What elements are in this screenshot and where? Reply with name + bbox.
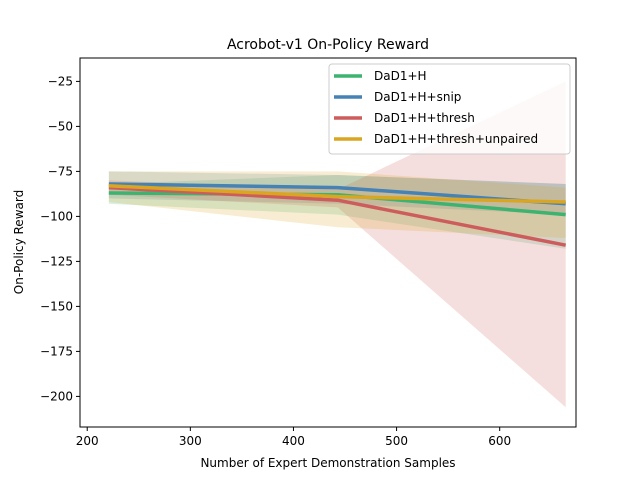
y-tick-label: −75 (48, 164, 73, 178)
legend-label-dad1-h-thresh-unpaired: DaD1+H+thresh+unpaired (374, 132, 538, 146)
y-axis-label: On-Policy Reward (12, 190, 26, 294)
legend: DaD1+H DaD1+H+snip DaD1+H+thresh DaD1+H+thr… (328, 63, 571, 155)
y-tick-label: −100 (40, 209, 73, 223)
y-axis-ticks: −25 −50 −75 −100 −125 −150 −175 −200 (40, 74, 80, 403)
y-tick-label: −125 (40, 254, 73, 268)
x-axis-ticks: 200 300 400 500 600 (76, 427, 511, 448)
y-tick-label: −200 (40, 389, 73, 403)
x-tick-label: 500 (385, 434, 408, 448)
y-tick-label: −175 (40, 344, 73, 358)
y-tick-label: −150 (40, 299, 73, 313)
x-tick-label: 600 (488, 434, 511, 448)
legend-label-dad1-h-snip: DaD1+H+snip (374, 90, 461, 104)
x-tick-label: 400 (282, 434, 305, 448)
plot-area-frame (79, 57, 577, 428)
y-tick-label: −50 (48, 119, 73, 133)
legend-box (328, 63, 571, 155)
series-lines (108, 182, 567, 247)
legend-label-dad1-h: DaD1+H (374, 69, 427, 83)
legend-label-dad1-h-thresh: DaD1+H+thresh (374, 111, 475, 125)
x-axis-label: Number of Expert Demonstration Samples (200, 456, 455, 470)
y-tick-label: −25 (48, 74, 73, 88)
band-dad1-h-thresh (108, 81, 566, 408)
x-tick-label: 300 (179, 434, 202, 448)
x-tick-label: 200 (76, 434, 99, 448)
chart-title: Acrobot-v1 On-Policy Reward (227, 37, 429, 53)
